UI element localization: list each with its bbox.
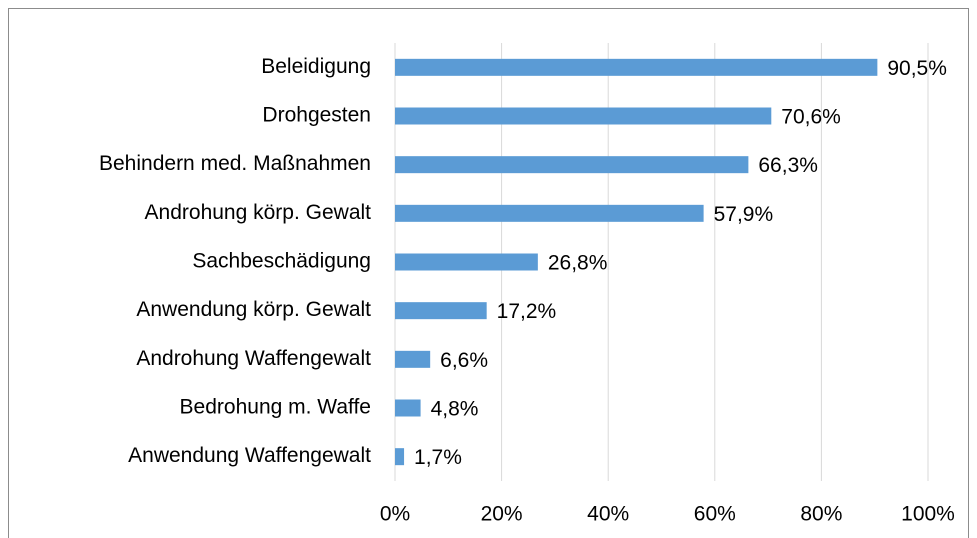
bar [395,302,487,320]
value-label: 90,5% [887,57,947,80]
x-tick-label: 40% [587,503,629,526]
value-label: 1,7% [414,446,462,469]
bar [395,253,538,271]
x-tick-label: 100% [901,503,955,526]
x-tick-label: 80% [800,503,842,526]
y-tick-label: Anwendung Waffengewalt [128,444,371,467]
value-label: 26,8% [548,252,608,275]
x-tick-label: 20% [481,503,523,526]
y-tick-label: Androhung körp. Gewalt [145,201,372,224]
y-tick-label: Androhung Waffengewalt [136,347,371,370]
y-tick-label: Sachbeschädigung [192,250,371,273]
bar [395,204,704,222]
y-tick-label: Beleidigung [261,55,371,78]
bar [395,448,405,466]
bar [395,399,421,417]
x-tick-label: 60% [694,503,736,526]
bar [395,58,878,76]
chart-frame [8,8,969,538]
bar [395,350,431,368]
y-tick-label: Anwendung körp. Gewalt [136,298,371,321]
value-label: 17,2% [497,300,557,323]
x-tick-label: 0% [380,503,410,526]
value-label: 66,3% [758,154,818,177]
y-tick-label: Behindern med. Maßnahmen [99,152,371,175]
y-tick-label: Drohgesten [262,104,371,127]
value-label: 57,9% [714,203,774,226]
bar [395,107,772,125]
bar [395,156,749,174]
y-tick-label: Bedrohung m. Waffe [180,396,371,419]
value-label: 70,6% [781,106,841,129]
value-label: 4,8% [431,398,479,421]
value-label: 6,6% [440,349,488,372]
